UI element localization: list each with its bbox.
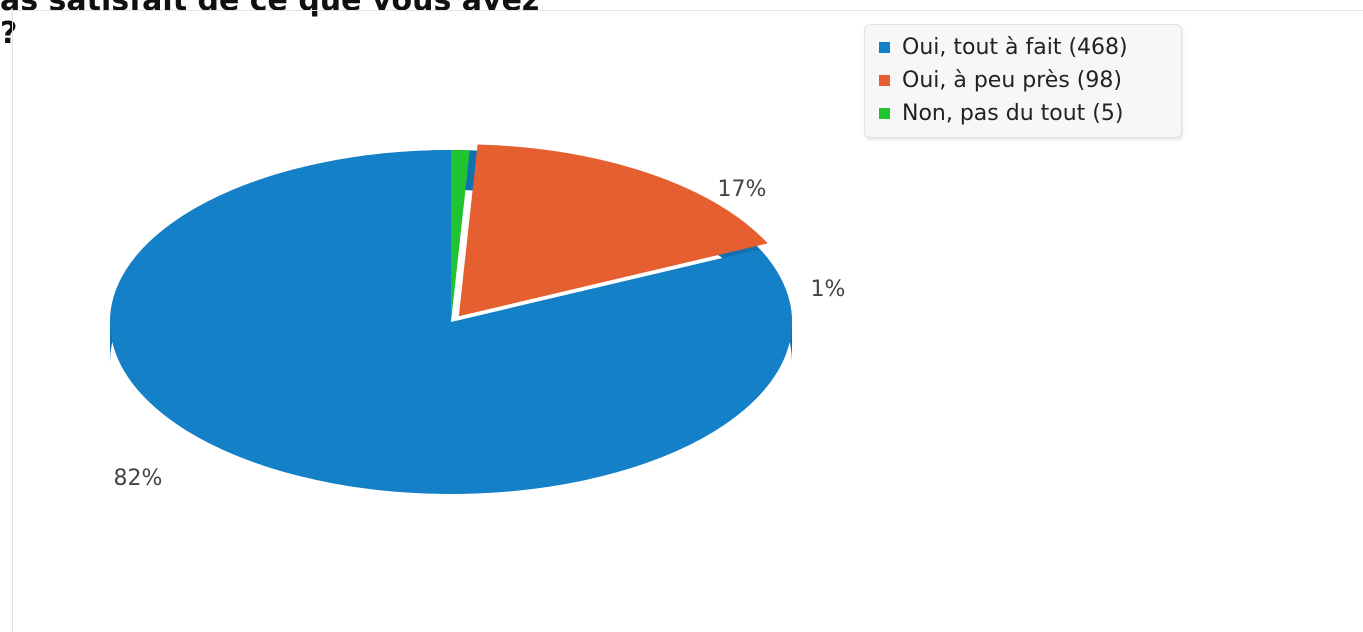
pie-slice-0[interactable] — [109, 150, 792, 494]
legend-swatch-0 — [879, 42, 890, 53]
legend-label-2: Non, pas du tout (5) — [902, 101, 1124, 126]
pie-slice-1[interactable] — [458, 144, 768, 317]
legend-label-0: Oui, tout à fait (468) — [902, 35, 1128, 60]
pie-slice-2[interactable] — [451, 150, 470, 322]
legend-swatch-1 — [879, 75, 890, 86]
legend-item-1[interactable]: Oui, à peu près (98) — [879, 64, 1181, 97]
legend-swatch-2 — [879, 108, 890, 119]
slice-percent-label-0: 82% — [114, 466, 163, 491]
legend-item-2[interactable]: Non, pas du tout (5) — [879, 97, 1181, 130]
question-title: as satisfait de ce que vous avez ? — [0, 0, 539, 50]
chart-frame — [12, 10, 1363, 632]
slice-percent-label-2: 1% — [811, 277, 846, 302]
question-title-line1: as satisfait de ce que vous avez — [0, 0, 540, 18]
slice-percent-label-1: 17% — [718, 177, 767, 202]
legend-item-0[interactable]: Oui, tout à fait (468) — [879, 31, 1181, 64]
legend-label-1: Oui, à peu près (98) — [902, 68, 1122, 93]
question-title-line2: ? — [0, 16, 18, 51]
chart-legend: Oui, tout à fait (468) Oui, à peu près (… — [864, 24, 1182, 138]
